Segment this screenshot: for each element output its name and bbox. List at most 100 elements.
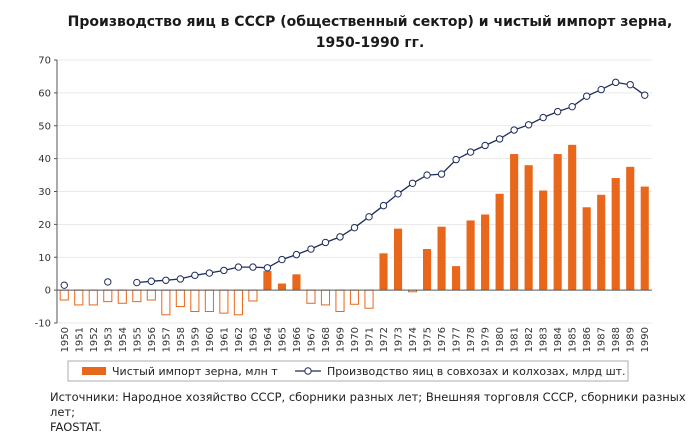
bar <box>277 283 287 291</box>
legend-swatch-marker <box>304 367 312 375</box>
line-series <box>60 78 649 289</box>
bar <box>103 289 113 303</box>
line-marker <box>104 278 112 286</box>
x-tick-label: 1952 <box>89 327 100 352</box>
y-tick-label: -10 <box>35 319 51 330</box>
line-marker <box>524 121 533 129</box>
line-marker <box>205 269 214 277</box>
x-axis-ticks: 1950 1951 1952 1953 1954 1955 1956 1957 1958 1959… <box>60 327 651 352</box>
bar <box>582 207 591 291</box>
line-marker <box>278 255 286 264</box>
bar <box>640 186 649 291</box>
y-axis-ticks: 70 60 50 40 30 20 10 0 -10 <box>35 56 51 330</box>
x-tick-label: 1954 <box>118 327 129 352</box>
line-marker <box>510 126 518 134</box>
x-tick-label: 1978 <box>466 327 477 352</box>
bar <box>495 193 504 291</box>
x-tick-label: 1971 <box>365 327 376 352</box>
line-marker <box>481 141 489 150</box>
bar <box>320 289 331 306</box>
bar <box>539 190 548 291</box>
x-tick-label: 1961 <box>219 327 230 352</box>
x-tick-label: 1950 <box>60 327 71 352</box>
bar <box>466 220 475 291</box>
legend-label-bars: Чистый импорт зерна, млн т <box>112 365 278 378</box>
line-marker <box>147 277 156 285</box>
x-tick-label: 1965 <box>277 327 288 352</box>
x-tick-label: 1966 <box>292 327 303 352</box>
legend-label-line: Производство яиц в совхозах и колхозах, … <box>327 365 626 378</box>
bar <box>59 289 69 301</box>
bar <box>175 289 185 308</box>
bar <box>292 274 301 291</box>
x-tick-label: 1962 <box>234 327 245 352</box>
bar <box>524 165 533 291</box>
x-tick-label: 1984 <box>553 327 564 352</box>
x-tick-label: 1977 <box>452 327 463 352</box>
bar <box>553 154 562 291</box>
line-marker <box>553 107 562 116</box>
line-marker <box>292 250 301 259</box>
x-tick-label: 1973 <box>394 327 405 352</box>
x-tick-label: 1960 <box>205 327 216 352</box>
y-tick-label: 70 <box>38 56 51 67</box>
bar <box>233 289 243 316</box>
line-marker <box>176 275 185 283</box>
x-tick-label: 1969 <box>335 327 346 352</box>
legend-swatch-bars <box>82 367 106 375</box>
legend: Чистый импорт зерна, млн т Производство … <box>67 360 629 382</box>
x-tick-label: 1964 <box>263 327 274 352</box>
x-tick-label: 1972 <box>379 327 390 352</box>
bar <box>74 289 84 306</box>
x-tick-label: 1985 <box>568 327 579 352</box>
y-tick-label: 30 <box>38 187 51 198</box>
bar <box>263 271 272 291</box>
x-tick-label: 1988 <box>611 327 622 352</box>
x-tick-label: 1981 <box>510 327 521 352</box>
bar <box>568 144 577 291</box>
bar <box>335 289 345 312</box>
x-tick-label: 1953 <box>103 327 114 352</box>
line-marker <box>350 223 359 232</box>
line-marker <box>582 92 591 100</box>
x-tick-label: 1974 <box>408 327 419 352</box>
bar <box>190 289 200 312</box>
bar <box>219 289 229 314</box>
bar <box>437 226 446 291</box>
line-marker <box>394 190 402 198</box>
x-tick-label: 1957 <box>161 327 172 352</box>
chart-title-line2: 1950-1990 гг. <box>316 35 425 51</box>
line-marker <box>466 148 475 156</box>
y-tick-label: 10 <box>38 253 51 264</box>
line-marker <box>423 171 431 179</box>
line-marker <box>597 85 605 94</box>
bar <box>349 289 360 305</box>
bar-series <box>59 144 649 316</box>
bar <box>422 249 432 291</box>
line-marker <box>408 179 417 187</box>
line-marker <box>133 278 141 287</box>
bar <box>117 289 127 304</box>
x-tick-label: 1990 <box>640 327 651 352</box>
y-tick-label: 40 <box>38 154 51 165</box>
bar <box>379 253 388 291</box>
bar <box>452 266 461 291</box>
bar <box>204 289 214 312</box>
grid <box>57 59 652 324</box>
line-marker <box>437 170 446 178</box>
line-marker <box>626 80 634 89</box>
bar <box>510 154 519 291</box>
x-tick-label: 1968 <box>321 327 332 352</box>
line-marker <box>307 245 315 253</box>
y-tick-label: 20 <box>38 220 51 231</box>
x-tick-label: 1982 <box>524 327 535 352</box>
bar <box>597 194 606 291</box>
line-marker <box>568 102 576 111</box>
x-tick-label: 1987 <box>597 327 608 352</box>
line-marker <box>162 276 170 284</box>
line-marker <box>641 91 649 99</box>
bar <box>248 289 258 302</box>
line-marker <box>60 281 68 289</box>
x-tick-label: 1958 <box>176 327 187 352</box>
x-tick-label: 1980 <box>495 327 506 352</box>
